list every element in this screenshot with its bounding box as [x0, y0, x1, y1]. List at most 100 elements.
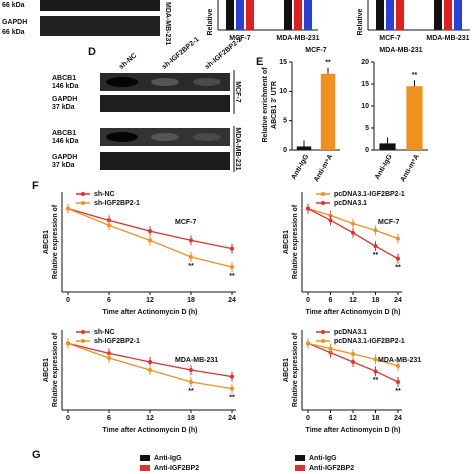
x-tick-label: 12: [146, 415, 154, 422]
y-tick-label: 20: [361, 59, 369, 66]
point: [306, 206, 310, 211]
x-tick-label: 0: [306, 415, 310, 422]
point: [230, 386, 234, 391]
point: [148, 360, 152, 364]
bar: [246, 0, 254, 30]
point: [148, 368, 152, 372]
x-tick-label: 24: [394, 297, 402, 304]
point: [373, 228, 378, 233]
legend-label: sh-IGF2BP2-1: [94, 200, 140, 207]
bar: [386, 0, 394, 30]
bar: [296, 146, 312, 150]
significance: **: [188, 263, 194, 270]
blot-label: GAPDH: [2, 19, 27, 26]
protein-label: ABCB1: [52, 75, 76, 82]
significance: **: [373, 377, 379, 384]
bar: [406, 86, 423, 150]
legend-label: sh-NC: [94, 329, 115, 336]
chart-title: MDA-MB-231: [379, 47, 422, 54]
bar: [396, 0, 404, 30]
significance: **: [373, 252, 379, 259]
y-axis-label: Relative expression of: [52, 332, 59, 407]
blot-band: [100, 95, 230, 112]
y-tick-label: 5: [283, 118, 287, 125]
y-axis-label: Relative expression of: [292, 332, 299, 407]
x-tick-label: 18: [372, 415, 380, 422]
cell-line-label: MDA-MB-231: [164, 2, 171, 45]
legend-label: sh-IGF2BP2-1: [94, 338, 140, 345]
y-tick-label: 0: [283, 147, 287, 154]
bar: [226, 0, 234, 30]
size-label: 146 kDa: [52, 138, 79, 145]
y-tick-label: 0: [365, 147, 369, 154]
point: [328, 218, 333, 223]
x-tick-label: 12: [349, 297, 357, 304]
point: [306, 341, 310, 346]
point: [351, 360, 355, 364]
legend-marker: [321, 339, 325, 343]
significance: **: [229, 395, 235, 402]
point: [373, 357, 378, 362]
y-tick-label: 10: [361, 103, 369, 110]
x-tick-label: 24: [394, 415, 402, 422]
legend-marker: [81, 330, 85, 334]
cell-line-label: MCF-7: [378, 219, 399, 226]
bar: [376, 0, 384, 30]
y-tick-label: 15: [279, 59, 287, 66]
point: [189, 238, 193, 243]
legend-swatch: [295, 455, 305, 461]
legend-label: Anti-IgG: [309, 455, 337, 462]
x-tick-label: 6: [329, 297, 333, 304]
point: [107, 356, 111, 360]
legend-label: sh-NC: [94, 191, 115, 198]
point: [148, 229, 152, 234]
y-tick-label: 5: [365, 125, 369, 132]
legend-label: pcDNA3.1: [334, 329, 367, 336]
x-tick-label: 24: [228, 415, 236, 422]
band: [106, 132, 138, 142]
x-tick-label: 12: [349, 415, 357, 422]
y-axis-label: Relative: [207, 8, 214, 35]
point: [373, 244, 378, 249]
point: [148, 238, 152, 243]
band: [151, 78, 179, 86]
x-tick-label: 0: [306, 297, 310, 304]
blot-band: [40, 16, 160, 36]
panel-label: E: [256, 56, 263, 68]
significance: **: [325, 60, 331, 67]
panel-label: F: [32, 180, 39, 192]
bar: [320, 73, 336, 150]
legend-label: pcDNA3.1-IGF2BP2-1: [334, 191, 405, 198]
x-tick-label: 6: [107, 297, 111, 304]
point: [189, 380, 193, 384]
x-tick-label: 18: [187, 415, 195, 422]
point: [230, 265, 234, 269]
y-axis-label: Relative enrichment of: [262, 67, 269, 143]
point: [351, 352, 355, 356]
legend-marker: [81, 201, 85, 205]
y-axis-label: ABCB1 3' UTR: [271, 81, 278, 129]
y-axis-label: ABCB1: [43, 358, 50, 382]
point: [396, 364, 400, 368]
bar: [284, 0, 292, 30]
x-tick-label: MDA-MB-231: [276, 35, 319, 42]
legend-label: pcDNA3.1-IGF2BP2-1: [334, 338, 405, 345]
panel-label: D: [88, 46, 96, 58]
blot-label: 66 kDa: [2, 29, 25, 36]
legend-swatch: [140, 455, 150, 461]
legend-marker: [321, 192, 325, 196]
bar: [444, 0, 452, 30]
bar: [304, 0, 312, 30]
protein-label: ABCB1: [52, 130, 76, 137]
x-tick-label: 6: [107, 415, 111, 422]
x-axis-label: Time after Actinomycin D (h): [306, 309, 401, 316]
point: [66, 206, 70, 211]
point: [396, 256, 400, 261]
legend-marker: [321, 201, 325, 205]
x-tick-label: MCF-7: [229, 35, 250, 42]
blot-band: [100, 152, 230, 170]
band: [193, 78, 221, 86]
band: [151, 133, 179, 141]
x-tick-label: 18: [372, 297, 380, 304]
